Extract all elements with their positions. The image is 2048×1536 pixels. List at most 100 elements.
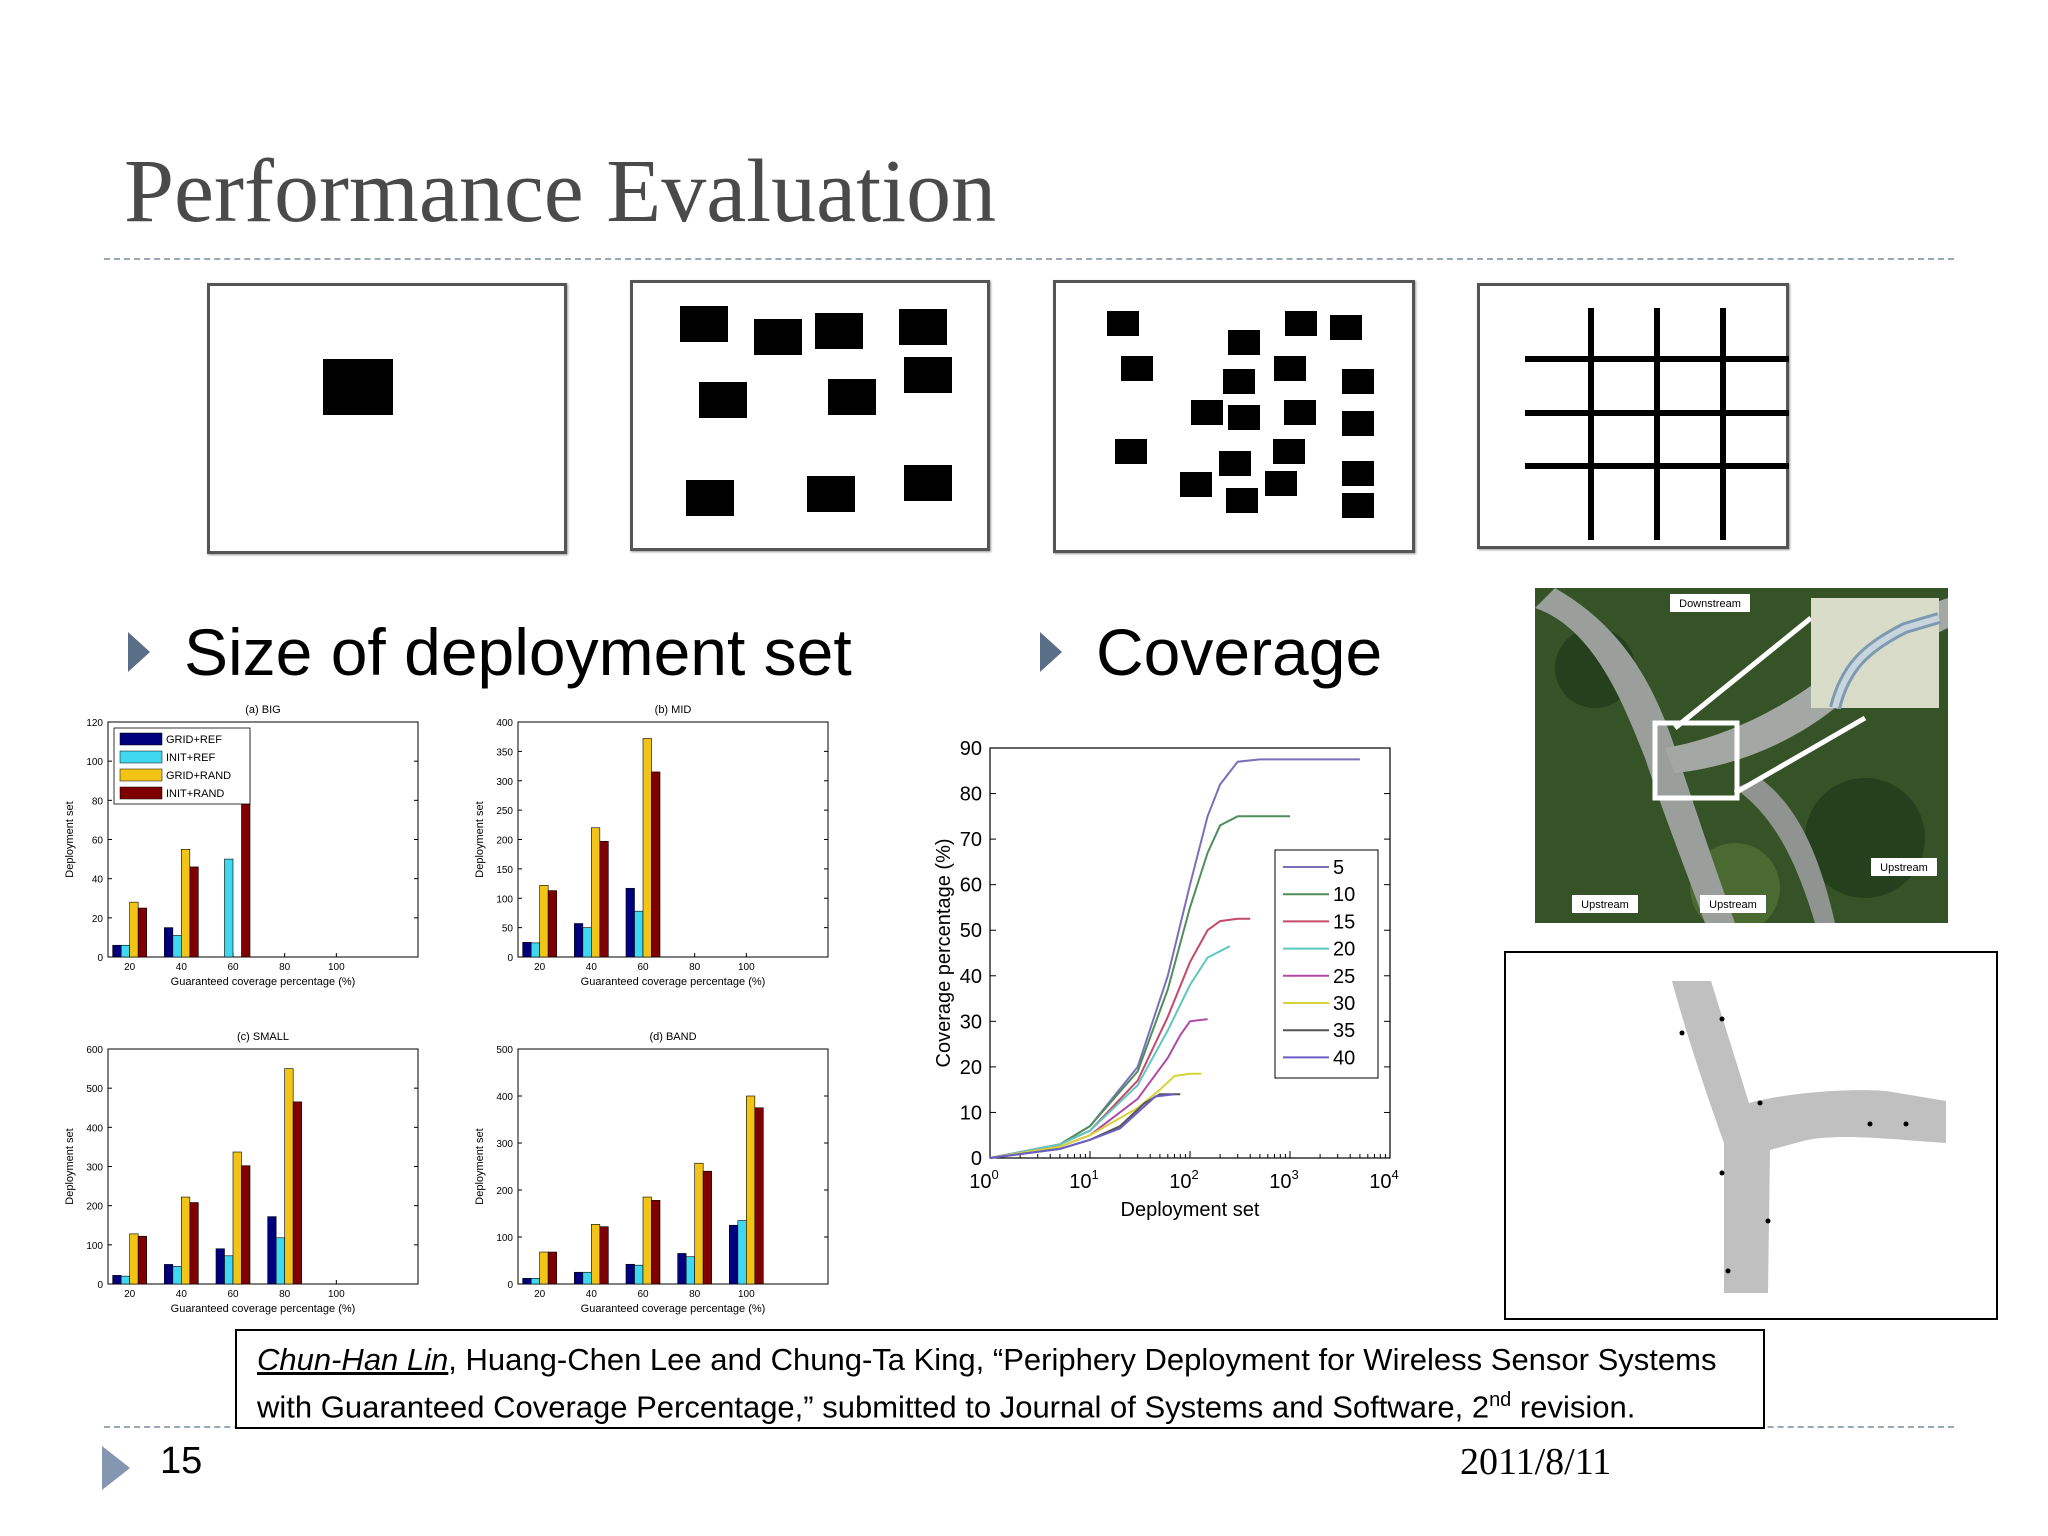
x-tick-label: 20 [534,962,546,973]
obstacle-block [1228,330,1260,355]
obstacle-block [899,309,947,345]
x-axis-label: Guaranteed coverage percentage (%) [581,976,766,988]
band-line [1654,308,1660,540]
legend-label: 15 [1333,911,1355,933]
x-tick-label: 20 [124,1289,136,1300]
bar-init-rand [189,1202,199,1285]
legend-label: INIT+REF [166,752,215,764]
band-line [1720,308,1726,540]
band-line [1588,308,1594,540]
y-tick-label: 600 [86,1045,103,1056]
bar-grid-rand [181,1196,191,1285]
plot-area [107,1048,419,1285]
bar-init-rand [754,1107,764,1285]
citation-superscript: nd [1489,1389,1512,1411]
bullet-triangle-icon [128,631,150,672]
legend-box [1274,849,1379,1079]
bar-chart-big: (a) BIG 0 20 40 60 80 100 120 20 40 60 80 100 Guarant… [60,700,435,1000]
legend-label: 5 [1333,857,1344,879]
x-axis-label: Guaranteed coverage percentage (%) [171,976,356,988]
obstacle-block [686,480,734,516]
bar-grid-rand [539,885,549,958]
bar-grid-rand [181,848,191,958]
bar-grid-rand [642,1196,652,1285]
x-tick-label: 60 [637,1289,649,1300]
bar-grid-ref [625,887,635,958]
series-line-20 [989,945,1231,1159]
obstacle-block [1219,451,1251,476]
chart-title: (d) BAND [649,1031,696,1043]
obstacle-block [815,313,863,349]
citation-revision: revision. [1511,1389,1636,1425]
scenario-big-panel [207,283,567,554]
citation-first-author: Chun-Han Lin [257,1342,449,1377]
aerial-river-map: Downstream Upstream Upstream Upstream [1535,588,1948,923]
y-tick-label: 0 [507,1280,513,1291]
bullet-deployment-size: Size of deployment set [128,614,852,690]
legend-label: 40 [1333,1047,1355,1069]
legend-label: 10 [1333,884,1355,906]
legend-label: GRID+RAND [166,770,231,782]
bar-init-rand [137,907,147,958]
bar-grid-ref [522,1278,532,1285]
y-tick-label: 40 [92,875,104,886]
y-tick-label: 500 [86,1084,103,1095]
bar-grid-ref [164,1264,174,1285]
x-tick-label: 100 [969,1167,998,1193]
bullet-coverage: Coverage [1040,614,1382,690]
obstacle-block [323,359,393,415]
bar-grid-ref [112,944,122,958]
y-tick-label: 10 [960,1102,982,1124]
obstacle-block [1273,439,1305,464]
y-tick-label: 0 [971,1148,982,1170]
y-tick-label: 350 [496,747,513,758]
y-tick-label: 60 [960,875,982,897]
bar-grid-rand [129,1233,139,1285]
obstacle-block [1223,369,1255,394]
map-label: Upstream [1871,858,1937,876]
obstacle-block [904,465,952,501]
bar-init-ref [634,910,644,958]
bar-grid-ref [625,1263,635,1285]
bar-grid-ref [522,942,532,958]
y-tick-label: 300 [496,777,513,788]
legend-swatch [119,750,163,764]
x-tick-label: 80 [689,1289,701,1300]
svg-text:Upstream: Upstream [1880,862,1928,874]
slide-date: 2011/8/11 [1460,1441,1612,1483]
y-tick-label: 500 [496,1045,513,1056]
bar-grid-rand [642,738,652,958]
chart-title: (c) SMALL [237,1031,289,1043]
legend-swatch [119,768,163,782]
x-axis-label: Guaranteed coverage percentage (%) [171,1303,356,1315]
obstacle-block [1265,471,1297,496]
obstacle-block [680,306,728,342]
bar-init-rand [651,1200,661,1285]
y-tick-label: 20 [960,1057,982,1079]
y-tick-label: 0 [507,953,513,964]
chart-title: (a) BIG [245,704,280,716]
bar-init-rand [547,1251,557,1285]
bullet-label: Size of deployment set [184,615,852,689]
svg-text:Upstream: Upstream [1581,899,1629,911]
y-tick-label: 100 [86,757,103,768]
bar-chart-band: (d) BAND 0 100 200 300 400 500 20 40 60 80 100 Guara… [470,1027,845,1327]
x-tick-label: 40 [176,962,188,973]
y-axis-label: Deployment set [64,1128,76,1204]
bar-init-ref [275,1237,285,1285]
y-tick-label: 80 [960,784,982,806]
obstacle-block [1342,411,1374,436]
bar-init-rand [292,1101,302,1285]
bar-init-ref [737,1220,747,1285]
obstacle-block [1330,315,1362,340]
obstacle-block [699,382,747,418]
y-tick-label: 100 [86,1241,103,1252]
bar-grid-rand [694,1162,704,1285]
y-tick-label: 50 [502,924,514,935]
chart-title: (b) MID [655,704,692,716]
y-tick-label: 60 [92,836,104,847]
y-tick-label: 20 [92,914,104,925]
y-tick-label: 250 [496,806,513,817]
y-axis-label: Deployment set [64,801,76,877]
legend-label: 30 [1333,993,1355,1015]
